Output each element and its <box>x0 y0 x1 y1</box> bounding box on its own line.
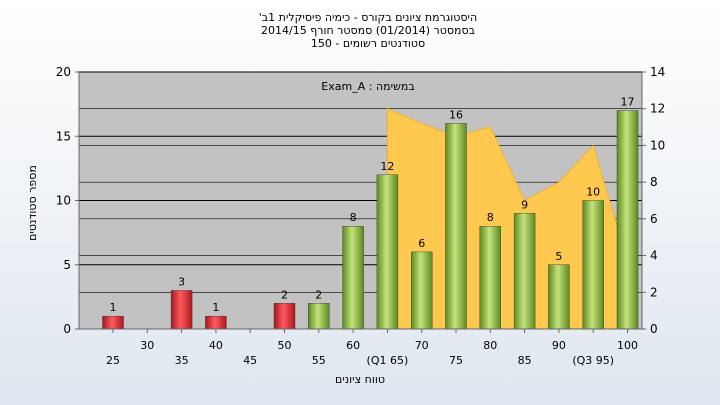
y2tick-label-4: 4 <box>650 249 658 263</box>
data-label-15: 17 <box>621 96 635 109</box>
bar-10 <box>445 123 467 330</box>
xtick-label-12: 85 <box>518 354 532 367</box>
xtick-label-8: (Q1 65) <box>367 354 409 367</box>
bar-6 <box>308 303 330 330</box>
y2tick-label-6: 6 <box>650 212 658 226</box>
xtick-label-4: 45 <box>243 354 257 367</box>
bar-8 <box>376 174 399 330</box>
bar-3 <box>205 315 227 330</box>
y2tick-label-14: 14 <box>650 65 665 79</box>
bars <box>102 110 639 330</box>
bar-14 <box>582 200 604 330</box>
data-label-0: 1 <box>110 301 117 314</box>
y2tick-label-12: 12 <box>650 102 665 116</box>
xtick-label-11: 80 <box>483 339 497 352</box>
data-label-10: 16 <box>449 108 463 121</box>
xtick-label-0: 25 <box>106 354 120 367</box>
ytick-label-20: 20 <box>56 65 71 79</box>
right-y-ticks: 0 2 4 6 8 10 12 14 <box>642 65 665 336</box>
data-label-13: 5 <box>555 250 562 263</box>
chart-title-line-2: בסמסטר (01/2014) סמסטר חורף 2014/15 <box>261 24 475 37</box>
xtick-label-14: (Q3 95) <box>572 354 614 367</box>
y2tick-label-0: 0 <box>650 322 658 336</box>
y2tick-label-2: 2 <box>650 285 658 299</box>
xtick-label-13: 90 <box>552 339 566 352</box>
bar-13 <box>548 264 570 330</box>
data-label-2: 3 <box>178 275 185 288</box>
data-label-7: 8 <box>350 211 357 224</box>
data-label-5: 2 <box>281 288 288 301</box>
xtick-label-9: 70 <box>415 339 429 352</box>
xtick-label-1: 30 <box>140 339 154 352</box>
x-axis-title: טווח ציונים <box>335 373 385 386</box>
data-label-9: 6 <box>418 237 425 250</box>
xtick-label-15: 100 <box>617 339 638 352</box>
xtick-label-7: 60 <box>346 339 360 352</box>
left-y-ticks: 0 5 10 15 20 <box>56 65 79 336</box>
bar-2 <box>170 290 193 330</box>
bar-7 <box>342 225 364 330</box>
chart-title-line-3: סטודנטים רשומים - 150 <box>311 37 425 50</box>
xtick-label-3: 40 <box>209 339 223 352</box>
data-label-14: 10 <box>586 186 600 199</box>
ytick-label-5: 5 <box>63 258 71 272</box>
data-label-6: 2 <box>315 288 322 301</box>
bar-9 <box>411 251 433 330</box>
ytick-label-10: 10 <box>56 194 71 208</box>
ytick-label-0: 0 <box>63 322 71 336</box>
xtick-label-5: 50 <box>278 339 292 352</box>
chart-title-line-1: היסטוגרמת ציונים בקורס - כימיה פיסיקלית … <box>259 11 477 24</box>
data-label-8: 12 <box>380 160 394 173</box>
xtick-label-2: 35 <box>175 354 189 367</box>
data-label-12: 9 <box>521 198 528 211</box>
x-ticks: 25 30 35 40 45 50 55 60 (Q1 65) 70 75 80 85 90 (Q3 95)… <box>106 329 638 367</box>
ytick-label-15: 15 <box>56 129 71 143</box>
bar-12 <box>513 213 536 330</box>
bar-11 <box>479 225 501 330</box>
y-axis-title: מספר סטודנטים <box>26 165 39 241</box>
bar-15 <box>616 110 639 330</box>
y2tick-label-10: 10 <box>650 138 665 152</box>
data-label-3: 1 <box>212 301 219 314</box>
xtick-label-6: 55 <box>312 354 326 367</box>
xtick-label-10: 75 <box>449 354 463 367</box>
bar-5 <box>273 303 296 330</box>
chart-note: במשימה : Exam_A <box>321 80 414 93</box>
data-label-11: 8 <box>487 211 494 224</box>
y2tick-label-8: 8 <box>650 175 658 189</box>
bar-0 <box>102 315 124 330</box>
